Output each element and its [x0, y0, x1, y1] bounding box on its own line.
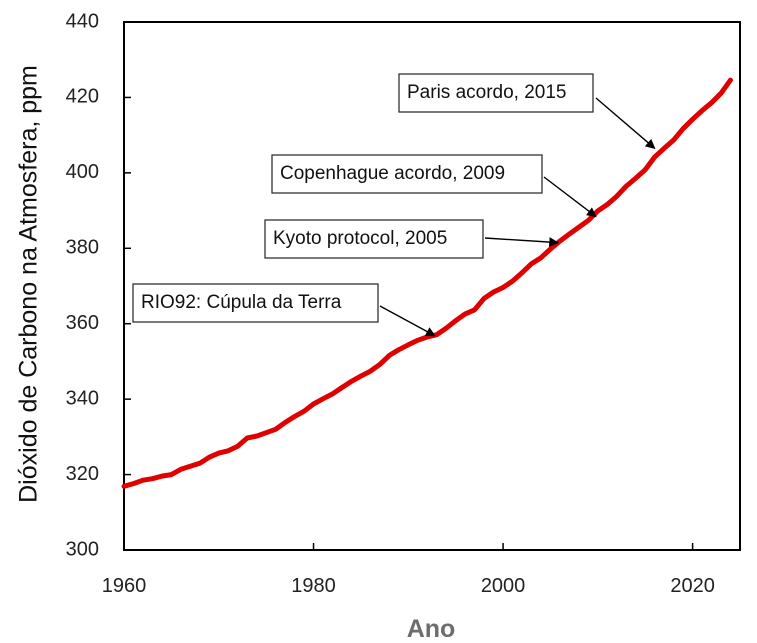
x-tick-label: 2000: [481, 575, 526, 597]
x-axis: 1960 1980 2000 2020: [102, 543, 715, 597]
y-tick-label: 360: [66, 312, 99, 334]
annotation-box: [398, 73, 594, 113]
y-tick-label: 340: [66, 387, 99, 409]
annotation-callout: Kyoto protocol, 2005: [264, 219, 560, 259]
y-tick-label: 300: [66, 538, 99, 560]
annotations: Paris acordo, 2015 Copenhague acordo, 200…: [132, 73, 656, 337]
y-tick-label: 420: [66, 86, 99, 108]
annotation-callout: Paris acordo, 2015: [398, 73, 656, 149]
annotation-label: Copenhague acordo, 2009: [280, 163, 505, 184]
x-tick-label: 1980: [291, 575, 336, 597]
y-tick-label: 380: [66, 237, 99, 259]
y-tick-label: 320: [66, 463, 99, 485]
x-axis-title: Ano: [407, 615, 456, 643]
annotation-box: [132, 283, 379, 323]
annotation-label: Kyoto protocol, 2005: [273, 228, 447, 249]
annotation-label: RIO92: Cúpula da Terra: [141, 292, 342, 313]
x-tick-label: 1960: [102, 575, 147, 597]
y-axis: 300 320 340 360 380 400 420 440: [66, 10, 131, 560]
annotation-arrow: [595, 97, 656, 149]
y-tick-label: 400: [66, 161, 99, 183]
y-tick-label: 440: [66, 10, 99, 32]
annotation-box: [264, 219, 484, 259]
annotation-arrow: [379, 305, 436, 337]
annotation-arrow: [484, 237, 560, 247]
annotation-label: Paris acordo, 2015: [407, 82, 567, 103]
annotation-arrow: [543, 176, 597, 218]
co2-series-line: [121, 77, 733, 489]
annotation-callout: RIO92: Cúpula da Terra: [132, 283, 436, 337]
y-axis-title: Dióxido de Carbono na Atmosfera, ppm: [15, 65, 43, 503]
x-tick-label: 2020: [670, 575, 715, 597]
annotation-callout: Copenhague acordo, 2009: [271, 154, 597, 218]
annotation-box: [271, 154, 543, 194]
